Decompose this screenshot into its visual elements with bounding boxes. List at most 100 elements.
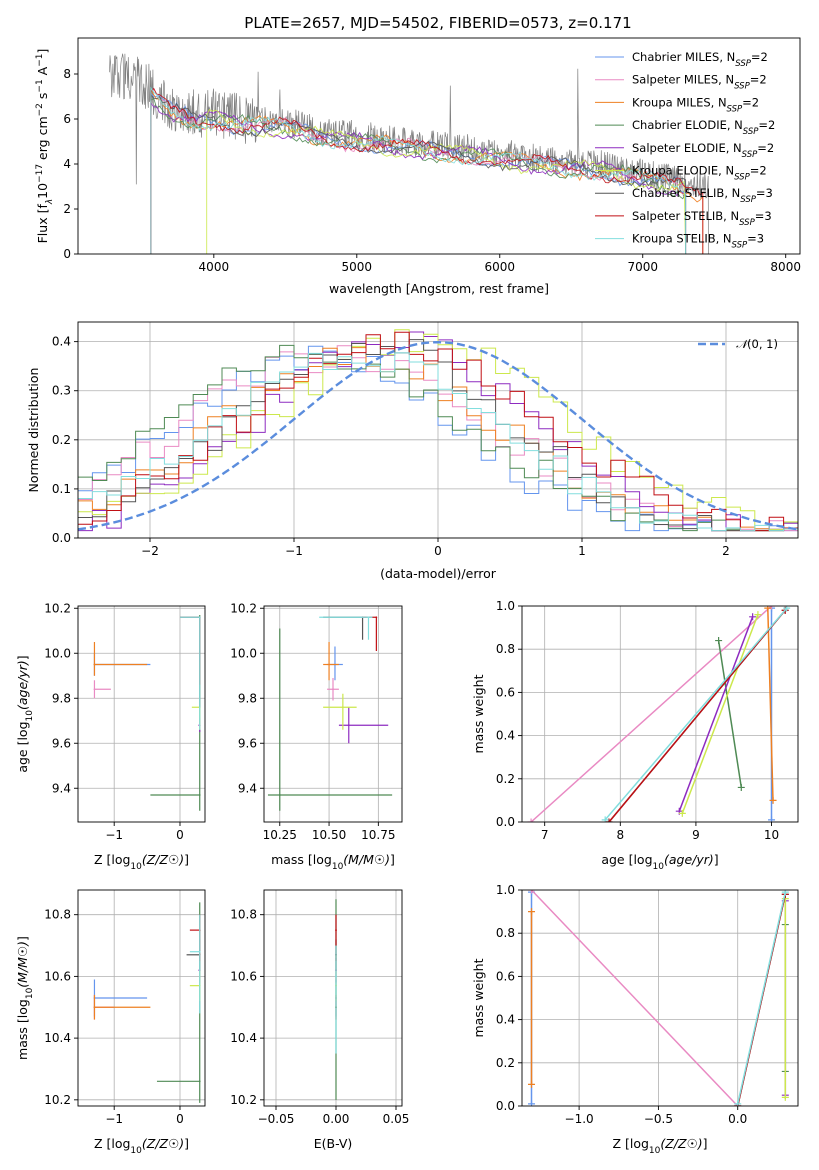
- y-tick-label: 10.0: [44, 646, 71, 660]
- y-tick-label: 0.1: [52, 482, 71, 496]
- legend-text: Salpeter ELODIE, N: [632, 141, 742, 155]
- y-tick-label: 0.0: [496, 1099, 515, 1113]
- histogram-step: [78, 329, 798, 532]
- legend-text: Salpeter MILES, N: [632, 73, 734, 87]
- plot-area: [522, 890, 798, 1106]
- data-point: [93, 1006, 96, 1009]
- panel-spectrum: 4000 5000 6000 7000 8000 0 2 4 6 8 wavelength [Ang…: [35, 37, 801, 296]
- legend-value: =3: [747, 232, 764, 246]
- weight-marker: [754, 611, 762, 619]
- x-tick-label: 7000: [627, 260, 658, 274]
- weight-line: [678, 616, 754, 812]
- weight-marker: [528, 908, 536, 916]
- gaussian-curve: [78, 340, 798, 531]
- weight-marker: [734, 1100, 742, 1106]
- label-part: (M/M☉): [15, 941, 30, 988]
- x-tick-label: 0.00: [323, 1112, 350, 1126]
- y-tick-label: 0.3: [52, 384, 71, 398]
- y-tick-label: 9.8: [238, 691, 257, 705]
- weight-line: [681, 614, 759, 814]
- weight-line: [736, 892, 787, 1104]
- legend-value: =2: [758, 118, 775, 132]
- xlabel-age-vs-mass: mass [log10(M/M☉)]: [271, 852, 395, 872]
- data-point: [198, 1080, 201, 1083]
- x-tick-label: 0: [176, 828, 184, 842]
- panel-age-vs-Z: −1 09.49.69.810.010.2Z [log10(Z/Z☉)]age […: [15, 601, 206, 872]
- legend-text: Kroupa ELODIE, N: [632, 164, 734, 178]
- y-tick-label: 0.4: [52, 335, 71, 349]
- y-tick-label: 10.4: [230, 1031, 257, 1045]
- label-part: (Z/Z☉): [142, 852, 184, 867]
- label-part: (M/M☉): [343, 852, 390, 867]
- label-part: 10: [25, 710, 35, 722]
- weight-marker: [781, 1093, 789, 1101]
- data-point: [347, 724, 350, 727]
- weight-marker: [528, 1100, 536, 1106]
- label-part: (age/yr): [664, 852, 714, 867]
- gauss-legend-label: 𝒩(0, 1): [736, 337, 778, 351]
- weight-marker: [715, 637, 723, 645]
- y-tick-label: 1.0: [496, 883, 515, 897]
- ylabel-part: ]: [35, 49, 50, 54]
- x-tick-label: −1: [285, 544, 303, 558]
- x-tick-label: 0.0: [728, 1112, 747, 1126]
- y-tick-label: 9.6: [238, 736, 257, 750]
- legend-label: Kroupa ELODIE, NSSP=2: [632, 164, 767, 183]
- label-part: 10: [332, 862, 344, 872]
- y-tick-label: 9.4: [238, 781, 257, 795]
- ylabel-part: −2: [35, 103, 45, 116]
- legend-label: Kroupa STELIB, NSSP=3: [632, 232, 764, 251]
- x-tick-label: 1: [578, 544, 586, 558]
- x-tick-label: 8: [616, 828, 624, 842]
- x-tick-label: 0.05: [383, 1112, 410, 1126]
- ylabel-part: λ: [45, 199, 55, 205]
- plot-area: [264, 606, 402, 822]
- spectrum-model-line: [150, 88, 687, 254]
- residuals-ylabel: Normed distribution: [26, 368, 41, 493]
- spectrum-model-line: [150, 87, 704, 254]
- y-tick-label: 6: [63, 112, 71, 126]
- label-part: ]: [15, 655, 30, 660]
- y-tick-label: 10.6: [230, 969, 257, 983]
- data-point: [93, 663, 96, 666]
- y-tick-label: 9.6: [52, 736, 71, 750]
- gauss-params: (0, 1): [747, 337, 778, 351]
- y-tick-label: 0.4: [496, 1013, 515, 1027]
- label-part: ]: [390, 852, 395, 867]
- label-part: (Z/Z☉): [142, 1136, 184, 1151]
- ylabel-part: A: [35, 66, 50, 79]
- x-tick-label: 0: [176, 1112, 184, 1126]
- y-tick-label: 10.4: [44, 1031, 71, 1045]
- data-point: [335, 929, 337, 932]
- legend-text: Chabrier STELIB, N: [632, 186, 740, 200]
- data-point: [278, 794, 281, 796]
- y-tick-label: 0.8: [496, 926, 515, 940]
- weight-line: [530, 890, 739, 1106]
- legend-value: =2: [742, 95, 759, 109]
- residuals-xlabel: (data-model)/error: [380, 566, 497, 581]
- legend-text: Salpeter STELIB, N: [632, 209, 739, 223]
- xlabel-age-vs-Z: Z [log10(Z/Z☉)]: [94, 852, 189, 872]
- label-part: Z [log: [612, 1136, 648, 1151]
- ylabel-part: −1: [35, 79, 45, 92]
- y-tick-label: 0.2: [496, 1056, 515, 1070]
- legend-value: =3: [756, 186, 773, 200]
- y-tick-label: 10.2: [44, 1093, 71, 1107]
- ylabel-part: erg cm: [35, 116, 50, 164]
- y-tick-label: 4: [63, 157, 71, 171]
- weight-marker: [527, 818, 535, 822]
- plot-area: [78, 890, 205, 1106]
- x-tick-label: 6000: [484, 260, 515, 274]
- x-tick-label: −0.05: [258, 1112, 295, 1126]
- y-tick-label: 0.4: [496, 729, 515, 743]
- data-point: [198, 616, 201, 619]
- weight-marker: [528, 1080, 536, 1088]
- y-tick-label: 9.4: [52, 781, 71, 795]
- plot-area: [78, 322, 798, 538]
- data-point: [341, 706, 344, 709]
- y-tick-label: 10.2: [230, 601, 257, 615]
- ylabel-part: −17: [35, 164, 45, 183]
- label-part: 10: [130, 1146, 142, 1156]
- panel-residuals: −2 −1 0 1 2 0.0 0.1 0.2 0.3 0.4 𝒩(0, 1) (data-model…: [26, 321, 799, 581]
